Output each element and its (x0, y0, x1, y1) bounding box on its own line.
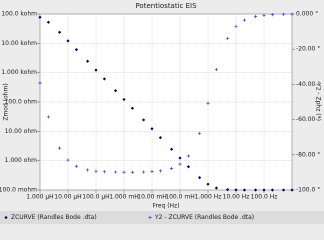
data-point (178, 156, 182, 160)
y-tick-label: 100.0 kohm (1, 11, 37, 18)
legend-marker (148, 215, 152, 220)
chart: Potentiostatic EIS Freq (Hz) Zmod (ohm) … (0, 2, 324, 224)
data-point (122, 97, 126, 102)
data-point (242, 18, 247, 22)
data-point (46, 115, 51, 119)
y-tick-label: 1.000 kohm (1, 69, 37, 76)
y-tick-label: 100.0 ohm (5, 99, 38, 106)
y2-tick-label: -60.00 ° (296, 116, 320, 123)
y2-tick-label: -100.0 ° (296, 187, 320, 194)
data-point (225, 36, 230, 40)
data-point (150, 169, 154, 174)
data-point (290, 12, 294, 16)
x-tick-label: 1.000 µH (26, 194, 53, 201)
data-point (262, 188, 266, 192)
chart-title: Potentiostatic EIS (135, 2, 197, 10)
data-point (74, 164, 79, 168)
data-point (206, 182, 210, 186)
data-point (113, 170, 118, 174)
legend-label: Y2 - ZCURVE (Randles Bode .dta) (154, 214, 254, 221)
x-axis-label: Freq (Hz) (152, 203, 179, 210)
data-point (141, 118, 146, 122)
data-point (281, 188, 286, 192)
data-point (225, 188, 230, 192)
x-tick-label: 100.0 mH (165, 194, 194, 201)
data-point (186, 165, 191, 169)
data-point (57, 30, 62, 34)
legend-marker (4, 215, 8, 220)
y2-tick-label: -80.00 ° (296, 151, 320, 158)
y2-tick-label: -40.00 ° (296, 81, 320, 88)
data-point (113, 88, 118, 93)
data-point (169, 166, 174, 170)
data-point (270, 13, 275, 17)
data-point (281, 12, 286, 16)
legend (0, 211, 324, 224)
data-point (122, 170, 126, 174)
y-tick-label: 1.000 ohm (5, 157, 38, 164)
data-point (150, 127, 154, 131)
data-point (290, 188, 294, 192)
y2-axis-label: Y2 - Zphz (°) (315, 82, 322, 121)
x-tick-label: 10.00 Hz (223, 194, 250, 201)
legend-label: ZCURVE (Randles Bode .dta) (11, 214, 97, 221)
data-point (66, 158, 70, 162)
x-tick-label: 1.000 Hz (195, 194, 222, 201)
data-point (262, 13, 266, 17)
data-point (253, 14, 258, 19)
y2-tick-label: -20.00 ° (296, 46, 320, 53)
data-point (197, 131, 202, 135)
data-point (46, 20, 51, 24)
data-point (130, 170, 135, 174)
data-point (74, 48, 79, 52)
x-tick-label: 1.000 mH (109, 194, 138, 201)
data-point (94, 169, 98, 173)
data-point (169, 147, 174, 151)
data-point (66, 39, 70, 43)
y2-tick-label: 0.000 ° (296, 11, 318, 18)
data-point (158, 135, 163, 140)
data-point (85, 168, 90, 172)
x-tick-label: 100.0 Hz (251, 194, 278, 201)
data-point (178, 162, 182, 166)
data-point (253, 188, 258, 192)
data-point (242, 188, 247, 192)
data-point (158, 169, 163, 173)
x-tick-label: 100.0 µH (82, 194, 109, 201)
x-tick-label: 10.00 mH (137, 194, 166, 201)
data-point (102, 77, 107, 81)
data-point (38, 81, 42, 85)
data-point (141, 170, 146, 174)
data-point (130, 106, 135, 110)
page: {"chart_data": { "type": "scatter", "tit… (0, 0, 324, 224)
data-point (38, 15, 42, 19)
data-point (94, 68, 98, 72)
data-point (186, 154, 191, 158)
x-tick-label: 10.00 µH (54, 194, 81, 201)
data-point (234, 188, 238, 192)
data-point (206, 101, 210, 105)
y-axis-label: Zmod (ohm) (3, 83, 10, 120)
data-point (57, 146, 62, 150)
data-point (234, 24, 238, 28)
data-point (214, 67, 219, 72)
y-tick-label: 10.00 kohm (1, 40, 37, 47)
data-point (270, 188, 275, 192)
data-point (214, 186, 219, 190)
y-tick-label: 10.00 ohm (5, 128, 38, 135)
data-point (197, 176, 202, 180)
y-tick-label: 100.0 mohm (0, 187, 37, 194)
data-point (102, 170, 107, 174)
data-point (85, 59, 90, 63)
